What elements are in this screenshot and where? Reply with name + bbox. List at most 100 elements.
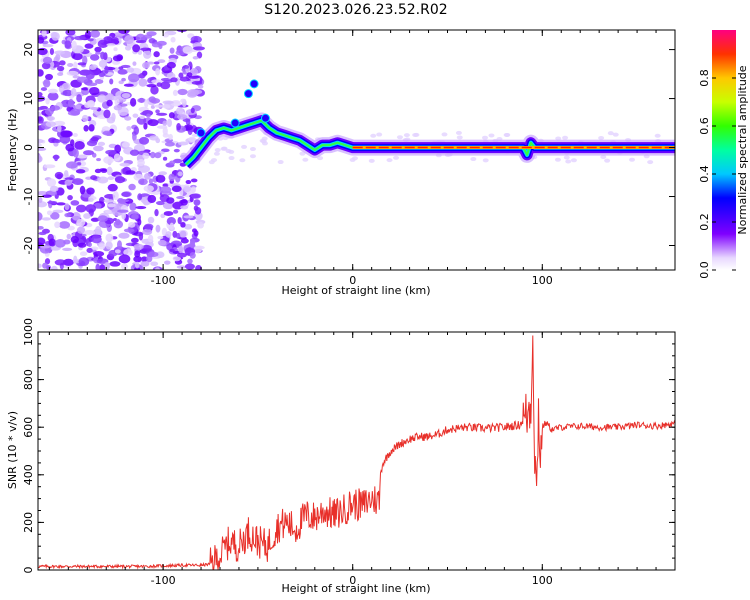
heatmap-noise-cell (184, 223, 193, 230)
heatmap-noise-cell (169, 222, 175, 230)
heatmap-noise-cell (65, 143, 75, 152)
heatmap-noise-cell (129, 149, 140, 156)
heatmap-speckle (488, 133, 495, 138)
heatmap-noise-cell (38, 69, 44, 77)
heatmap-noise-cell (198, 84, 204, 89)
heatmap-noise-cell (47, 200, 58, 205)
heatmap-noise-cell (179, 76, 190, 82)
heatmap-noise-cell (88, 197, 94, 202)
heatmap-noise-cell (163, 211, 174, 217)
heatmap-noise-cell (38, 116, 44, 124)
heatmap-noise-cell (161, 148, 170, 153)
heatmap-speckle (386, 158, 393, 163)
heatmap-noise-cell (38, 111, 42, 117)
heatmap-noise-cell (110, 37, 119, 42)
heatmap-noise-cell (58, 60, 66, 66)
heatmap-noise-cell (106, 166, 113, 176)
heatmap-noise-cell (137, 158, 145, 167)
heatmap-noise-cell (176, 195, 185, 200)
heatmap-noise-cell (48, 238, 57, 247)
heatmap-noise-cell (124, 116, 132, 121)
heatmap-noise-cell (72, 148, 79, 158)
heatmap-noise-cell (71, 40, 77, 50)
heatmap-noise-cell (141, 244, 153, 252)
heatmap-noise-cell (64, 179, 73, 186)
heatmap-noise-cell (153, 61, 160, 65)
heatmap-noise-cell (77, 62, 87, 66)
heatmap-noise-cell (112, 55, 123, 62)
heatmap-noise-cell (72, 52, 83, 61)
heatmap-noise-cell (98, 243, 106, 250)
heatmap-noise-cell (159, 186, 172, 194)
heatmap-noise-cell (143, 172, 151, 180)
heatmap-noise-cell (135, 40, 147, 44)
heatmap-noise-cell (184, 263, 195, 270)
heatmap-noise-cell (114, 249, 121, 254)
heatmap-noise-cell (125, 170, 136, 175)
heatmap-noise-cell (137, 98, 146, 103)
heatmap-noise-cell (57, 125, 62, 133)
heatmap-noise-cell (176, 107, 184, 115)
heatmap-noise-cell (107, 203, 116, 208)
heatmap-noise-cell (170, 77, 178, 83)
heatmap-noise-cell (38, 225, 44, 230)
ridge-blob (243, 89, 253, 99)
heatmap-noise-cell (64, 170, 69, 177)
heatmap-noise-cell (45, 108, 54, 116)
heatmap-noise-cell (188, 136, 197, 143)
heatmap-speckle (565, 159, 572, 164)
heatmap-noise-cell (123, 228, 135, 233)
heatmap-noise-cell (118, 66, 124, 70)
heatmap-noise-cell (164, 260, 171, 265)
heatmap-noise-cell (43, 164, 56, 169)
heatmap-noise-cell (93, 145, 104, 152)
heatmap-noise-cell (186, 72, 193, 77)
heatmap-noise-cell (38, 47, 48, 56)
heatmap-noise-cell (154, 152, 162, 159)
heatmap-noise-cell (94, 46, 102, 53)
heatmap-noise-cell (46, 178, 57, 187)
heatmap-speckle (482, 135, 489, 140)
heatmap-noise-cell (177, 171, 183, 177)
figure-title: S120.2023.026.23.52.R02 (264, 2, 447, 18)
heatmap-noise-cell (45, 97, 50, 105)
heatmap-noise-cell (182, 186, 191, 193)
heatmap-noise-cell (38, 237, 46, 246)
heatmap-noise-cell (169, 47, 175, 54)
heatmap-noise-cell (135, 205, 147, 210)
snr-xtick-label: 0 (349, 574, 356, 587)
heatmap-noise-cell (166, 61, 176, 69)
heatmap-noise-cell (180, 238, 189, 244)
snr-frame (37, 331, 676, 571)
heatmap-noise-cell (76, 94, 83, 103)
heatmap-noise-cell (42, 44, 54, 48)
heatmap-speckle (220, 146, 227, 151)
heatmap-noise-cell (51, 31, 60, 41)
heatmap-speckle (302, 157, 309, 162)
heatmap-noise-cell (177, 141, 189, 146)
heatmap-noise-cell (137, 50, 143, 55)
heatmap-noise-cell (89, 65, 97, 70)
heatmap-speckle (554, 157, 561, 162)
heatmap-noise-cell (155, 200, 165, 206)
heatmap-noise-cell (148, 178, 153, 185)
spectrogram-ytick-label: -10 (22, 188, 35, 206)
heatmap-noise-cell (38, 143, 42, 147)
snr-ytick-label: 600 (22, 417, 35, 438)
heatmap-noise-cell (97, 141, 106, 147)
heatmap-noise-cell (196, 51, 203, 59)
heatmap-noise-cell (157, 239, 167, 246)
heatmap-noise-cell (88, 86, 100, 96)
heatmap-noise-cell (124, 35, 135, 45)
heatmap-noise-cell (133, 126, 139, 135)
heatmap-noise-cell (70, 200, 80, 206)
heatmap-noise-cell (98, 72, 106, 77)
heatmap-noise-cell (97, 176, 109, 184)
heatmap-noise-cell (132, 132, 137, 142)
heatmap-noise-cell (75, 104, 82, 110)
heatmap-noise-cell (155, 174, 166, 183)
spectrogram-ytick-label: -20 (22, 237, 35, 255)
snr-ytick-label: 200 (22, 512, 35, 533)
heatmap-noise-cell (88, 124, 95, 132)
